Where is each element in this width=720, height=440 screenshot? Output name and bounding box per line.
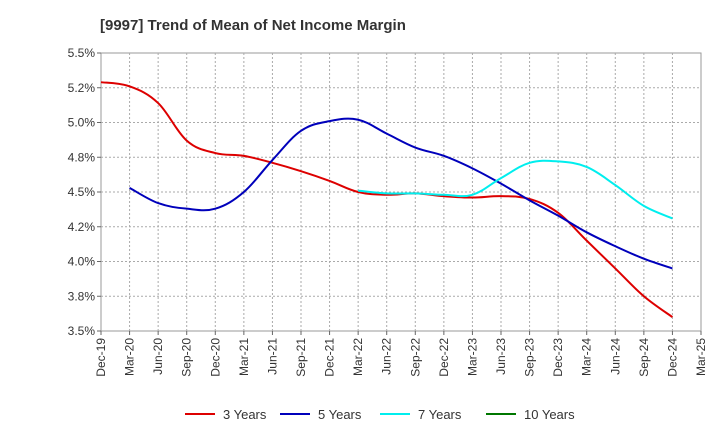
y-tick-label: 3.5% xyxy=(68,324,96,338)
y-tick-label: 5.2% xyxy=(68,81,96,95)
series-line-7-years xyxy=(358,159,673,220)
series-line-5-years xyxy=(129,117,673,270)
legend-item-3-years: 3 Years xyxy=(185,407,267,422)
x-tick-label: Jun-21 xyxy=(265,338,279,375)
x-tick-label: Mar-22 xyxy=(351,338,365,376)
chart-title: [9997] Trend of Mean of Net Income Margi… xyxy=(100,17,406,34)
y-axis: 3.5% 3.8% 4.0% 4.2% 4.5% 4.8% 5.0% 5.2% 5.5% xyxy=(68,46,101,338)
y-tick-label: 5.0% xyxy=(68,116,96,130)
legend-label: 5 Years xyxy=(318,407,362,422)
x-tick-label: Mar-23 xyxy=(465,338,479,376)
x-tick-label: Mar-20 xyxy=(123,338,137,376)
x-tick-label: Mar-24 xyxy=(580,338,594,376)
x-tick-label: Dec-21 xyxy=(323,338,337,377)
y-tick-label: 5.5% xyxy=(68,46,96,60)
legend-label: 3 Years xyxy=(223,407,267,422)
y-tick-label: 4.8% xyxy=(68,150,96,164)
x-tick-label: Mar-25 xyxy=(694,338,708,376)
x-tick-label: Sep-21 xyxy=(294,338,308,377)
x-tick-label: Sep-20 xyxy=(180,338,194,377)
series-line-3-years xyxy=(100,81,674,318)
x-tick-label: Sep-23 xyxy=(523,338,537,377)
legend-item-7-years: 7 Years xyxy=(380,407,462,422)
x-tick-label: Jun-24 xyxy=(608,338,622,375)
series-layer xyxy=(100,81,674,318)
y-tick-label: 4.0% xyxy=(68,255,96,269)
x-tick-label: Dec-24 xyxy=(665,338,679,377)
y-tick-label: 3.8% xyxy=(68,289,96,303)
legend-label: 7 Years xyxy=(418,407,462,422)
x-tick-label: Dec-20 xyxy=(208,338,222,377)
x-tick-label: Dec-23 xyxy=(551,338,565,377)
x-tick-label: Dec-22 xyxy=(437,338,451,377)
legend-item-5-years: 5 Years xyxy=(280,407,362,422)
legend-item-10-years: 10 Years xyxy=(486,407,575,422)
legend: 3 Years 5 Years 7 Years 10 Years xyxy=(185,407,575,422)
x-tick-label: Sep-22 xyxy=(408,338,422,377)
y-tick-label: 4.2% xyxy=(68,220,96,234)
y-tick-label: 4.5% xyxy=(68,185,96,199)
x-tick-label: Jun-22 xyxy=(380,338,394,375)
x-tick-label: Sep-24 xyxy=(637,338,651,377)
x-tick-label: Dec-19 xyxy=(94,338,108,377)
grid-layer xyxy=(101,53,701,331)
x-tick-label: Jun-23 xyxy=(494,338,508,375)
x-axis: Dec-19 Mar-20 Jun-20 Sep-20 Dec-20 Mar-21 Jun-… xyxy=(94,331,708,377)
legend-label: 10 Years xyxy=(524,407,575,422)
x-tick-label: Mar-21 xyxy=(237,338,251,376)
x-tick-label: Jun-20 xyxy=(151,338,165,375)
